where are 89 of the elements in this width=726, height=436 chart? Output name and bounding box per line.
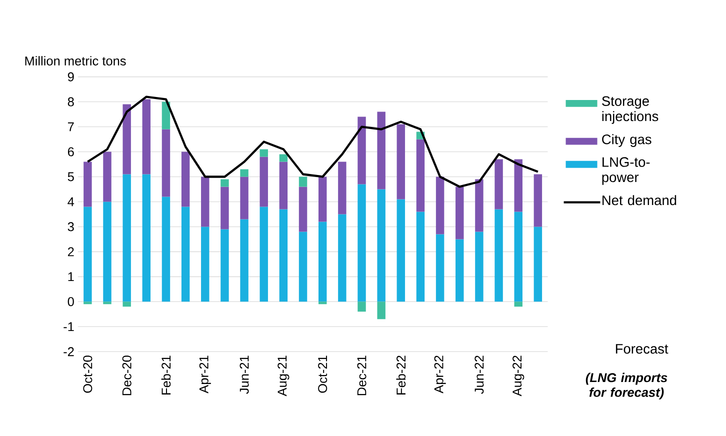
bar xyxy=(84,206,92,302)
bar xyxy=(298,232,308,302)
bar xyxy=(142,174,151,302)
line-series xyxy=(86,96,540,188)
bar xyxy=(181,206,190,302)
bar xyxy=(260,149,268,157)
bar xyxy=(358,184,366,302)
bar xyxy=(181,152,190,207)
bar xyxy=(220,229,229,302)
bar xyxy=(436,234,444,302)
legend-label: Net demand xyxy=(602,194,676,206)
bar xyxy=(220,179,229,187)
bar xyxy=(240,169,248,177)
bar xyxy=(534,174,542,227)
bar xyxy=(298,176,308,187)
bar xyxy=(475,232,484,302)
bar xyxy=(377,112,386,190)
bar xyxy=(201,176,210,227)
y-tick-label: 2 xyxy=(68,247,74,256)
x-tick-label: Aug-22 xyxy=(512,356,524,396)
x-tick-label: Dec-21 xyxy=(357,356,366,396)
bar xyxy=(416,139,425,212)
x-tick-label: Jun-21 xyxy=(240,356,249,394)
bar xyxy=(514,302,522,306)
bar xyxy=(122,174,131,302)
bar xyxy=(456,239,464,302)
bar xyxy=(122,104,131,174)
bar xyxy=(122,302,131,306)
bar xyxy=(358,116,366,184)
text: (LNG imports for forecast) xyxy=(586,372,668,400)
bar xyxy=(436,176,444,234)
bar xyxy=(456,186,464,240)
x-tick-label: Dec-20 xyxy=(122,355,132,396)
x-tick-label: Oct-20 xyxy=(83,355,92,393)
y-tick-label: 5 xyxy=(68,172,74,182)
bar xyxy=(318,176,327,222)
y-tick-label: 1 xyxy=(68,272,74,281)
bar xyxy=(279,162,288,210)
y-tick-label: 8 xyxy=(68,97,74,106)
bar xyxy=(220,186,229,230)
bar xyxy=(534,226,542,302)
bar xyxy=(103,152,112,202)
bar xyxy=(396,124,406,200)
bar xyxy=(396,199,406,302)
bar xyxy=(162,129,170,197)
y-tick-label: 3 xyxy=(68,222,74,232)
x-tick-label: Feb-21 xyxy=(161,356,171,394)
y-tick-label: 9 xyxy=(68,72,74,82)
x-tick-label: Apr-21 xyxy=(199,356,211,394)
bar xyxy=(416,212,425,302)
bar xyxy=(377,189,386,302)
text: Forecast xyxy=(616,344,668,354)
bar xyxy=(162,102,170,130)
y-tick-label: -1 xyxy=(64,322,74,331)
y-tick-label: 6 xyxy=(68,147,74,156)
bar xyxy=(240,176,248,220)
y-tick-label: 0 xyxy=(68,296,74,306)
y-axis-title: Million metric tons xyxy=(25,56,126,66)
y-tick-label: -2 xyxy=(64,347,74,356)
x-tick-label: Feb-22 xyxy=(396,356,406,394)
bar xyxy=(201,226,210,302)
y-tick-label: 4 xyxy=(68,197,74,206)
bar xyxy=(358,302,366,312)
legend-label: City gas xyxy=(602,134,652,147)
x-tick-label: Jun-22 xyxy=(474,356,484,394)
bar xyxy=(142,99,151,174)
bar xyxy=(84,162,92,207)
bar xyxy=(514,212,522,302)
x-tick-label: Aug-21 xyxy=(278,356,290,396)
x-tick-label: Apr-22 xyxy=(434,356,446,394)
bar xyxy=(162,196,170,302)
bar xyxy=(377,302,386,319)
x-tick-label: Oct-21 xyxy=(318,356,328,393)
bar xyxy=(514,159,522,212)
bar xyxy=(260,206,268,302)
legend-label: LNG-to-power xyxy=(602,157,650,185)
bar xyxy=(318,222,327,302)
legend-label: Storage injections xyxy=(602,96,658,124)
bar xyxy=(338,162,346,214)
bar xyxy=(494,209,503,302)
bar xyxy=(475,179,484,232)
bar xyxy=(279,209,288,302)
bar xyxy=(298,186,308,232)
bar xyxy=(260,156,268,207)
y-tick-label: 7 xyxy=(68,122,74,132)
bar xyxy=(494,159,503,210)
bar xyxy=(240,219,248,302)
bar xyxy=(338,214,346,302)
bar xyxy=(103,202,112,302)
